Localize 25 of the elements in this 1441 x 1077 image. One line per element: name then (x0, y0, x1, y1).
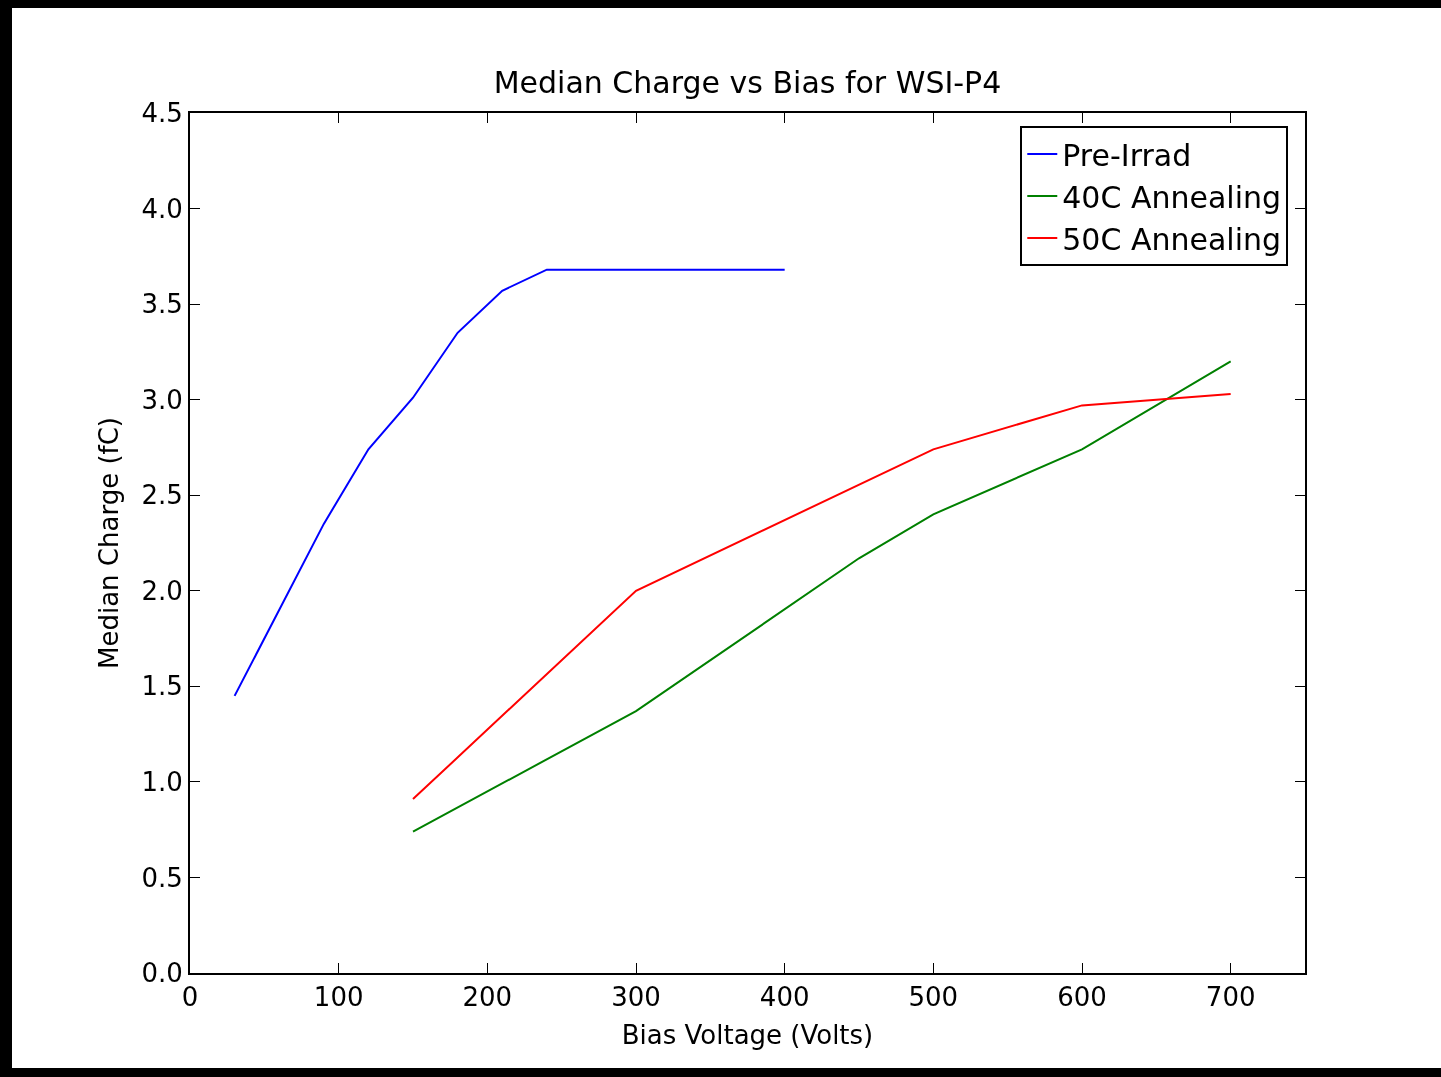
line-series (233, 268, 786, 697)
x-tick-label: 500 (908, 982, 959, 1013)
x-tick-label: 700 (1205, 982, 1256, 1013)
legend-label: Pre-Irrad (1062, 137, 1192, 173)
y-tick-label: 4.5 (141, 98, 183, 129)
y-axis-title: Median Charge (fC) (94, 417, 125, 669)
y-tick-label: 1.0 (141, 766, 183, 797)
y-tick-label: 4.0 (141, 193, 183, 224)
x-tick-label: 300 (611, 982, 661, 1013)
x-axis-title: Bias Voltage (Volts) (621, 1020, 874, 1051)
chart-title: Median Charge vs Bias for WSI-P4 (493, 65, 1002, 100)
y-tick-label: 3.5 (141, 289, 183, 320)
legend-label: 50C Annealing (1062, 221, 1282, 257)
legend-label: 40C Annealing (1062, 179, 1282, 215)
y-tick-label: 2.5 (141, 480, 183, 511)
x-tick-label: 100 (313, 982, 364, 1013)
x-tick-label: 0 (181, 982, 199, 1013)
x-tick-label: 200 (462, 982, 513, 1013)
y-tick-label: 1.5 (141, 671, 183, 702)
y-tick-label: 0.5 (141, 862, 183, 893)
y-tick-label: 0.0 (141, 958, 183, 989)
x-tick-label: 400 (759, 982, 810, 1013)
x-tick-label: 600 (1057, 982, 1107, 1013)
y-tick-label: 3.0 (141, 384, 183, 415)
y-tick-label: 2.0 (141, 575, 183, 606)
